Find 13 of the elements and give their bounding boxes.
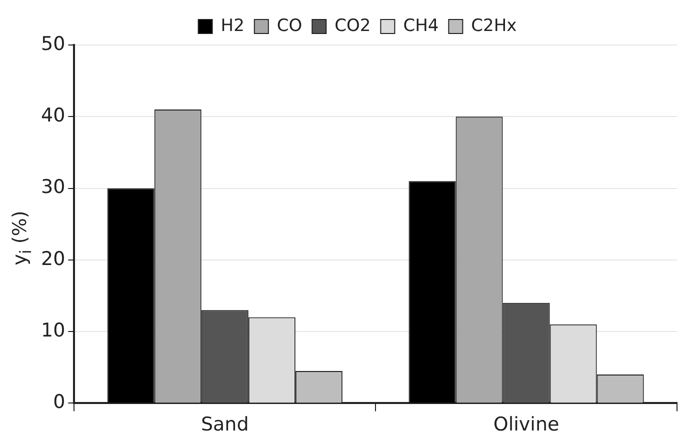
x-tick-label: Sand: [200, 414, 249, 436]
y-tick-label: 0: [53, 391, 66, 414]
x-tick-label: Olivine: [493, 414, 560, 436]
y-tick-label: 20: [40, 248, 66, 270]
legend-label: CH4: [403, 16, 439, 36]
y-tick-label: 10: [40, 319, 66, 342]
legend-label: CO2: [334, 16, 371, 36]
y-tick-label: 30: [40, 176, 66, 198]
legend-label: C2Hx: [471, 16, 517, 36]
legend-label: CO: [276, 16, 302, 36]
legend-label: H2: [220, 16, 244, 36]
y-tick-label: 50: [40, 32, 66, 55]
y-tick-label: 40: [40, 104, 66, 127]
